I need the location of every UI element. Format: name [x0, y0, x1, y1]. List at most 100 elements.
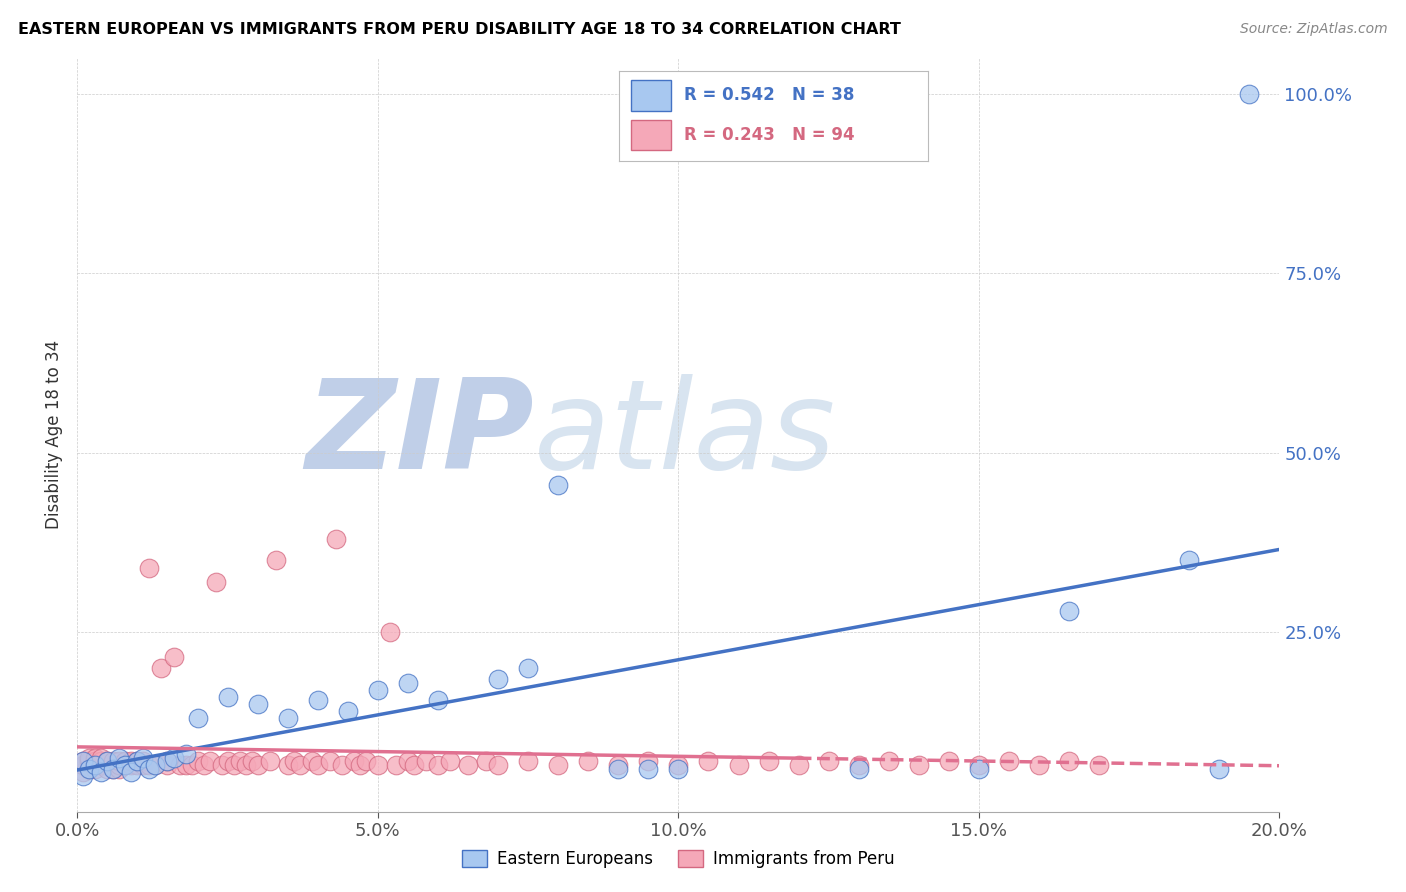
- Point: [186, 755, 209, 769]
- Point: [235, 758, 257, 772]
- Point: [96, 755, 118, 769]
- Legend: Eastern Europeans, Immigrants from Peru: Eastern Europeans, Immigrants from Peru: [456, 844, 901, 875]
- Point: [547, 478, 569, 492]
- Text: ZIP: ZIP: [305, 375, 534, 495]
- Point: [354, 755, 377, 769]
- Point: [90, 765, 112, 780]
- Point: [385, 758, 408, 772]
- Point: [72, 758, 94, 772]
- Point: [228, 755, 250, 769]
- Point: [1057, 755, 1080, 769]
- Point: [439, 755, 461, 769]
- Point: [758, 755, 780, 769]
- Point: [259, 755, 281, 769]
- Point: [90, 755, 112, 769]
- Point: [264, 553, 287, 567]
- Point: [114, 758, 136, 772]
- Point: [108, 758, 131, 772]
- Point: [547, 758, 569, 772]
- Point: [127, 755, 149, 769]
- Point: [848, 762, 870, 776]
- Point: [277, 711, 299, 725]
- Point: [1057, 604, 1080, 618]
- Point: [79, 762, 101, 776]
- Point: [1028, 758, 1050, 772]
- Point: [108, 762, 131, 776]
- Point: [1178, 553, 1201, 567]
- Point: [156, 755, 179, 769]
- Point: [848, 758, 870, 772]
- Point: [145, 758, 167, 772]
- Point: [90, 751, 112, 765]
- Point: [517, 661, 540, 675]
- Text: EASTERN EUROPEAN VS IMMIGRANTS FROM PERU DISABILITY AGE 18 TO 34 CORRELATION CHA: EASTERN EUROPEAN VS IMMIGRANTS FROM PERU…: [18, 22, 901, 37]
- Point: [162, 751, 184, 765]
- Point: [108, 755, 131, 769]
- Point: [967, 758, 990, 772]
- Point: [174, 747, 197, 762]
- Point: [72, 769, 94, 783]
- Point: [138, 762, 160, 776]
- Point: [186, 711, 209, 725]
- Point: [283, 755, 305, 769]
- Y-axis label: Disability Age 18 to 34: Disability Age 18 to 34: [45, 340, 63, 530]
- Point: [637, 762, 659, 776]
- Point: [156, 758, 179, 772]
- Point: [288, 758, 311, 772]
- Point: [84, 755, 107, 769]
- Point: [787, 758, 810, 772]
- Point: [240, 755, 263, 769]
- Point: [1239, 87, 1261, 101]
- Point: [727, 758, 749, 772]
- Point: [180, 758, 202, 772]
- Point: [169, 758, 191, 772]
- Point: [336, 704, 359, 718]
- Point: [367, 758, 389, 772]
- Point: [517, 755, 540, 769]
- Point: [150, 661, 173, 675]
- Point: [396, 675, 419, 690]
- Point: [217, 755, 239, 769]
- Point: [120, 755, 142, 769]
- Point: [908, 758, 931, 772]
- Point: [307, 758, 329, 772]
- Point: [668, 762, 690, 776]
- Point: [607, 758, 630, 772]
- Point: [72, 755, 94, 769]
- Point: [79, 755, 101, 769]
- Point: [132, 751, 155, 765]
- Point: [1088, 758, 1111, 772]
- Point: [132, 755, 155, 769]
- Point: [127, 758, 149, 772]
- FancyBboxPatch shape: [631, 80, 671, 111]
- Point: [103, 762, 125, 776]
- Point: [84, 762, 107, 776]
- Point: [108, 751, 131, 765]
- Point: [486, 672, 509, 686]
- Point: [877, 755, 900, 769]
- Point: [576, 755, 599, 769]
- Point: [114, 758, 136, 772]
- Text: R = 0.542   N = 38: R = 0.542 N = 38: [683, 87, 853, 104]
- Point: [427, 758, 450, 772]
- Point: [637, 755, 659, 769]
- Point: [132, 758, 155, 772]
- Point: [367, 682, 389, 697]
- Point: [162, 650, 184, 665]
- Point: [217, 690, 239, 704]
- Point: [145, 758, 167, 772]
- Point: [246, 758, 269, 772]
- Point: [325, 532, 347, 546]
- Point: [998, 755, 1021, 769]
- Point: [349, 758, 371, 772]
- Point: [84, 758, 107, 772]
- Point: [967, 762, 990, 776]
- Point: [396, 755, 419, 769]
- Text: R = 0.243   N = 94: R = 0.243 N = 94: [683, 126, 855, 144]
- Point: [156, 755, 179, 769]
- Point: [343, 755, 366, 769]
- Point: [114, 755, 136, 769]
- Point: [427, 693, 450, 707]
- Point: [211, 758, 233, 772]
- Point: [138, 758, 160, 772]
